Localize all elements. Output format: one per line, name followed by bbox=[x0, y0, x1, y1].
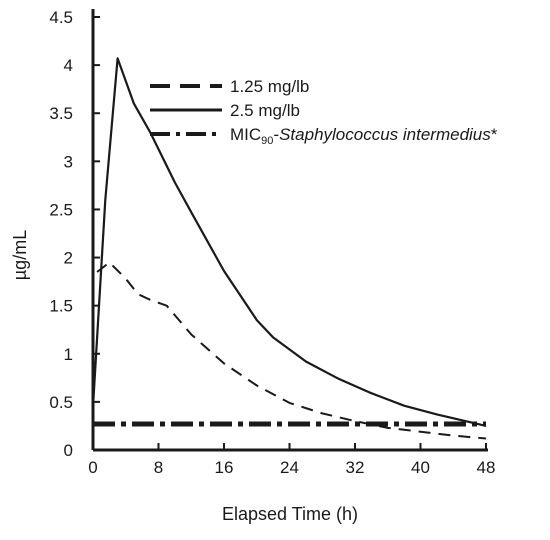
y-tick-label: 1 bbox=[64, 345, 73, 364]
y-tick-label: 3 bbox=[64, 152, 73, 171]
tick-labels: 0 0.5 1 1.5 2 2.5 3 3.5 4 4.5 0 8 16 24 32 40 48 bbox=[49, 8, 495, 477]
y-tick-label: 0 bbox=[64, 441, 73, 460]
x-axis-label: Elapsed Time (h) bbox=[222, 504, 358, 524]
y-tick-label: 4 bbox=[64, 56, 73, 75]
x-tick-label: 40 bbox=[411, 458, 430, 477]
series-layer bbox=[91, 57, 487, 440]
legend-label-2: 2.5 mg/lb bbox=[230, 101, 300, 120]
legend-label-3-italic: Staphylococcus intermedius bbox=[279, 125, 491, 144]
y-tick-label: 1.5 bbox=[49, 297, 73, 316]
x-tick-label: 16 bbox=[215, 458, 234, 477]
legend-label-1: 1.25 mg/lb bbox=[230, 77, 309, 96]
x-tick-label: 8 bbox=[154, 458, 163, 477]
legend: 1.25 mg/lb 2.5 mg/lb MIC90-Staphylococcu… bbox=[150, 77, 498, 147]
x-tick-label: 24 bbox=[280, 458, 299, 477]
series-line-1 bbox=[96, 261, 487, 440]
y-tick-label: 0.5 bbox=[49, 393, 73, 412]
legend-label-3-main: MIC bbox=[230, 125, 261, 144]
legend-label-3-dash: - bbox=[273, 125, 279, 144]
y-axis-label: µg/mL bbox=[10, 230, 30, 280]
axes bbox=[91, 9, 488, 452]
series-line-2 bbox=[91, 57, 487, 427]
x-tick-label: 48 bbox=[477, 458, 496, 477]
y-tick-label: 2.5 bbox=[49, 200, 73, 219]
legend-label-3-suffix: * bbox=[491, 125, 498, 144]
y-tick-label: 3.5 bbox=[49, 104, 73, 123]
x-tick-label: 32 bbox=[346, 458, 365, 477]
x-tick-label: 0 bbox=[88, 458, 97, 477]
legend-label-3: MIC90-Staphylococcus intermedius* bbox=[230, 125, 498, 147]
legend-label-3-sub: 90 bbox=[261, 135, 273, 147]
y-tick-label: 4.5 bbox=[49, 8, 73, 27]
y-tick-label: 2 bbox=[64, 249, 73, 268]
